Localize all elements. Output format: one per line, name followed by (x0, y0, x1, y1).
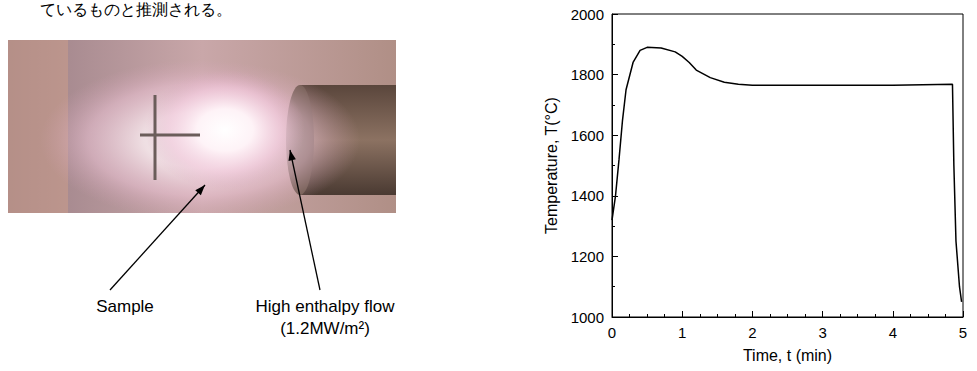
html-text:ているものと推測される。: ているものと推測される。 (40, 0, 232, 19)
svg-text:1400: 1400 (571, 187, 604, 204)
svg-text:(1.2MW/m²): (1.2MW/m²) (280, 319, 370, 338)
svg-text:0: 0 (608, 324, 616, 341)
svg-text:High enthalpy flow: High enthalpy flow (256, 297, 396, 316)
svg-text:4: 4 (889, 324, 897, 341)
svg-text:1800: 1800 (571, 66, 604, 83)
svg-text:1200: 1200 (571, 248, 604, 265)
svg-text:1600: 1600 (571, 127, 604, 144)
svg-text:Sample: Sample (96, 297, 154, 316)
svg-text:5: 5 (959, 324, 967, 341)
svg-text:1: 1 (678, 324, 686, 341)
svg-text:Temperature, T(°C): Temperature, T(°C) (543, 97, 560, 234)
svg-text:Time, t (min): Time, t (min) (743, 347, 832, 364)
svg-text:3: 3 (818, 324, 826, 341)
svg-text:1000: 1000 (571, 309, 604, 326)
svg-text:2: 2 (748, 324, 756, 341)
svg-text:2000: 2000 (571, 6, 604, 23)
